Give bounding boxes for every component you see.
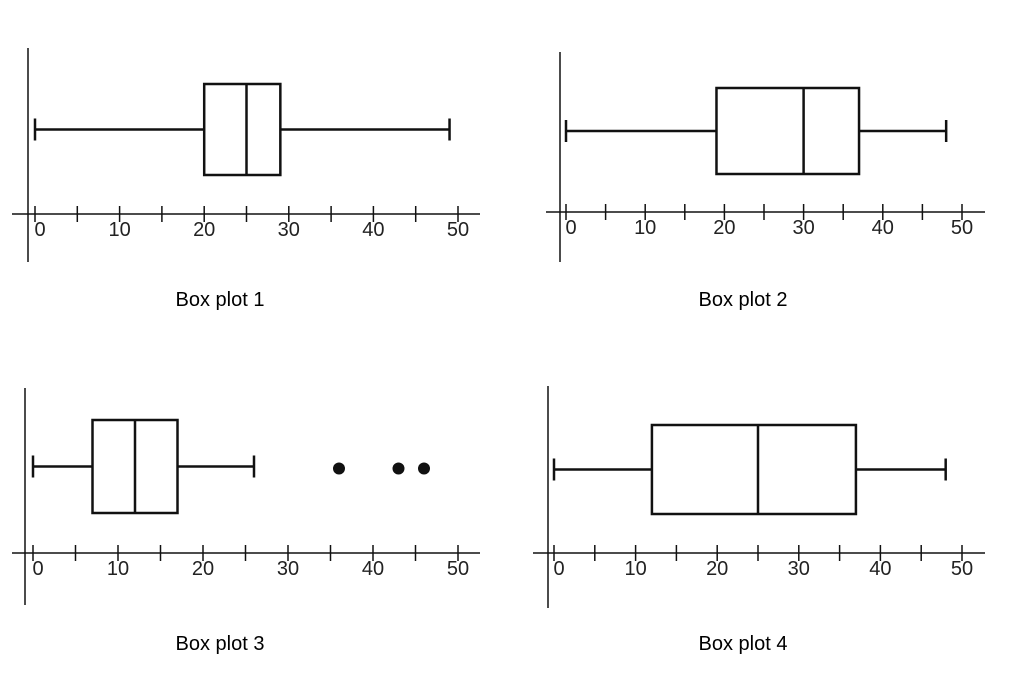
x-tick-label: 0 [565,217,576,239]
x-tick-label: 30 [278,219,300,241]
x-tick-label: 0 [32,558,43,580]
iqr-box [202,82,282,177]
x-tick-label: 0 [553,558,564,580]
box-plot-caption: Box plot 2 [699,289,788,311]
box-plot-4: 0 10 20 30 40 50 Box plot 4 [533,386,985,655]
x-tick-label: 40 [362,219,384,241]
outlier-point [392,462,405,475]
x-tick-label: 0 [34,219,45,241]
x-tick-label: 20 [706,558,728,580]
x-tick-label: 10 [624,558,646,580]
x-tick-label: 50 [951,558,973,580]
iqr-box [715,86,861,176]
box-plot-1: 0 10 20 30 40 50 Box plot 1 [12,48,480,311]
x-tick-label: 30 [277,558,299,580]
outlier-point [333,462,345,475]
x-tick-label: 50 [447,219,469,241]
x-tick-label: 40 [872,217,894,239]
x-tick-label: 40 [362,558,384,580]
box-plot-caption: Box plot 3 [176,633,265,655]
box-plot-2: 0 10 20 30 40 50 Box plot 2 [546,52,985,311]
x-tick-label: 30 [788,558,810,580]
x-tick-label: 10 [108,219,130,241]
x-tick-label: 20 [192,558,214,580]
box-plot-3: 0 10 20 30 40 50 Box plot 3 [12,388,480,655]
box-plot-caption: Box plot 1 [176,289,265,311]
x-tick-label: 30 [792,217,814,239]
x-tick-label: 20 [193,219,215,241]
x-tick-label: 10 [107,558,129,580]
iqr-box [650,423,858,516]
box-plot-caption: Box plot 4 [699,633,788,655]
x-tick-label: 50 [951,217,973,239]
x-tick-label: 10 [634,217,656,239]
x-tick-label: 40 [869,558,891,580]
x-tick-label: 50 [447,558,469,580]
outlier-point [418,462,430,475]
x-tick-label: 20 [713,217,735,239]
